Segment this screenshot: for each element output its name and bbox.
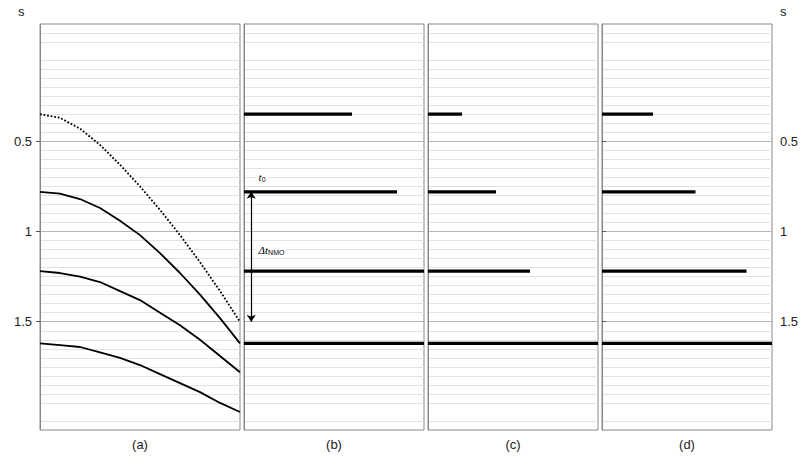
svg-text:1: 1 [780,224,787,239]
svg-text:0.5: 0.5 [14,134,32,149]
svg-text:0: 0 [262,176,266,183]
svg-text:NMO: NMO [268,249,285,256]
svg-text:s: s [780,4,787,19]
svg-text:1.5: 1.5 [14,314,32,329]
svg-text:(c): (c) [505,437,520,452]
svg-text:1.5: 1.5 [780,314,798,329]
svg-text:1: 1 [25,224,32,239]
svg-text:(a): (a) [132,437,148,452]
svg-text:s: s [18,4,25,19]
svg-text:0.5: 0.5 [780,134,798,149]
svg-text:Δt: Δt [258,243,269,256]
svg-text:(d): (d) [679,437,695,452]
svg-text:t: t [258,171,262,184]
svg-text:(b): (b) [326,437,342,452]
